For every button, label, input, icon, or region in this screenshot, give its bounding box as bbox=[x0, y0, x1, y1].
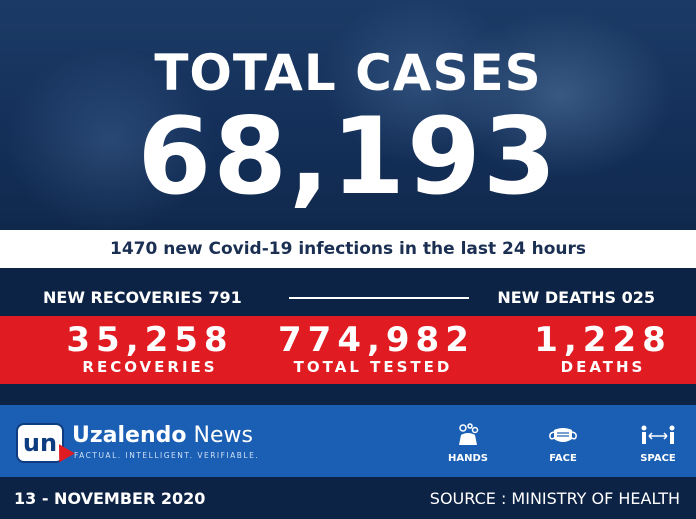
stats-band: 35,258 RECOVERIES 774,982 TOTAL TESTED 1… bbox=[0, 316, 696, 384]
brand-band: un Uzalendo News FACTUAL. INTELLIGENT. V… bbox=[0, 405, 696, 477]
stat-deaths: 1,228 DEATHS bbox=[508, 316, 696, 384]
data-source: SOURCE : MINISTRY OF HEALTH bbox=[429, 489, 680, 508]
stat-recoveries: 35,258 RECOVERIES bbox=[55, 316, 245, 384]
footer-bar: 13 - NOVEMBER 2020 SOURCE : MINISTRY OF … bbox=[0, 477, 696, 519]
stat-label: RECOVERIES bbox=[82, 358, 218, 376]
stat-label: TOTAL TESTED bbox=[293, 358, 453, 376]
divider-line bbox=[289, 297, 469, 299]
tip-space: SPACE bbox=[628, 423, 688, 464]
stat-value: 1,228 bbox=[534, 320, 672, 360]
tip-label: SPACE bbox=[640, 453, 676, 464]
tip-label: HANDS bbox=[448, 453, 488, 464]
logo-mark: un bbox=[16, 423, 64, 463]
brand-name-rest: News bbox=[186, 423, 253, 448]
tip-face: FACE bbox=[533, 423, 593, 464]
hero-banner: TOTAL CASES 68,193 bbox=[0, 0, 696, 230]
uzalendo-logo: un Uzalendo News FACTUAL. INTELLIGENT. V… bbox=[16, 421, 260, 465]
stat-label: DEATHS bbox=[560, 358, 646, 376]
tip-label: FACE bbox=[549, 453, 577, 464]
stat-total-tested: 774,982 TOTAL TESTED bbox=[278, 316, 475, 384]
report-date: 13 - NOVEMBER 2020 bbox=[14, 489, 206, 508]
face-mask-icon bbox=[549, 428, 577, 442]
hands-wash-icon bbox=[459, 423, 479, 445]
logo-mark-text: un bbox=[22, 429, 58, 457]
daily-summary-row: NEW RECOVERIES 791 NEW DEATHS 025 bbox=[0, 280, 696, 316]
new-infections-band: 1470 new Covid-19 infections in the last… bbox=[0, 230, 696, 268]
distance-icon bbox=[641, 425, 675, 444]
brand-name: Uzalendo News bbox=[72, 423, 253, 448]
new-deaths-label: NEW DEATHS 025 bbox=[497, 288, 655, 307]
stat-value: 35,258 bbox=[66, 320, 234, 360]
stat-value: 774,982 bbox=[278, 320, 475, 360]
brand-tagline: FACTUAL. INTELLIGENT. VERIFIABLE. bbox=[74, 451, 260, 460]
tip-hands: HANDS bbox=[438, 423, 498, 464]
brand-name-bold: Uzalendo bbox=[72, 423, 187, 448]
new-recoveries-label: NEW RECOVERIES 791 bbox=[43, 288, 242, 307]
hero-title: TOTAL CASES bbox=[154, 44, 542, 102]
total-cases-number: 68,193 bbox=[137, 95, 559, 218]
